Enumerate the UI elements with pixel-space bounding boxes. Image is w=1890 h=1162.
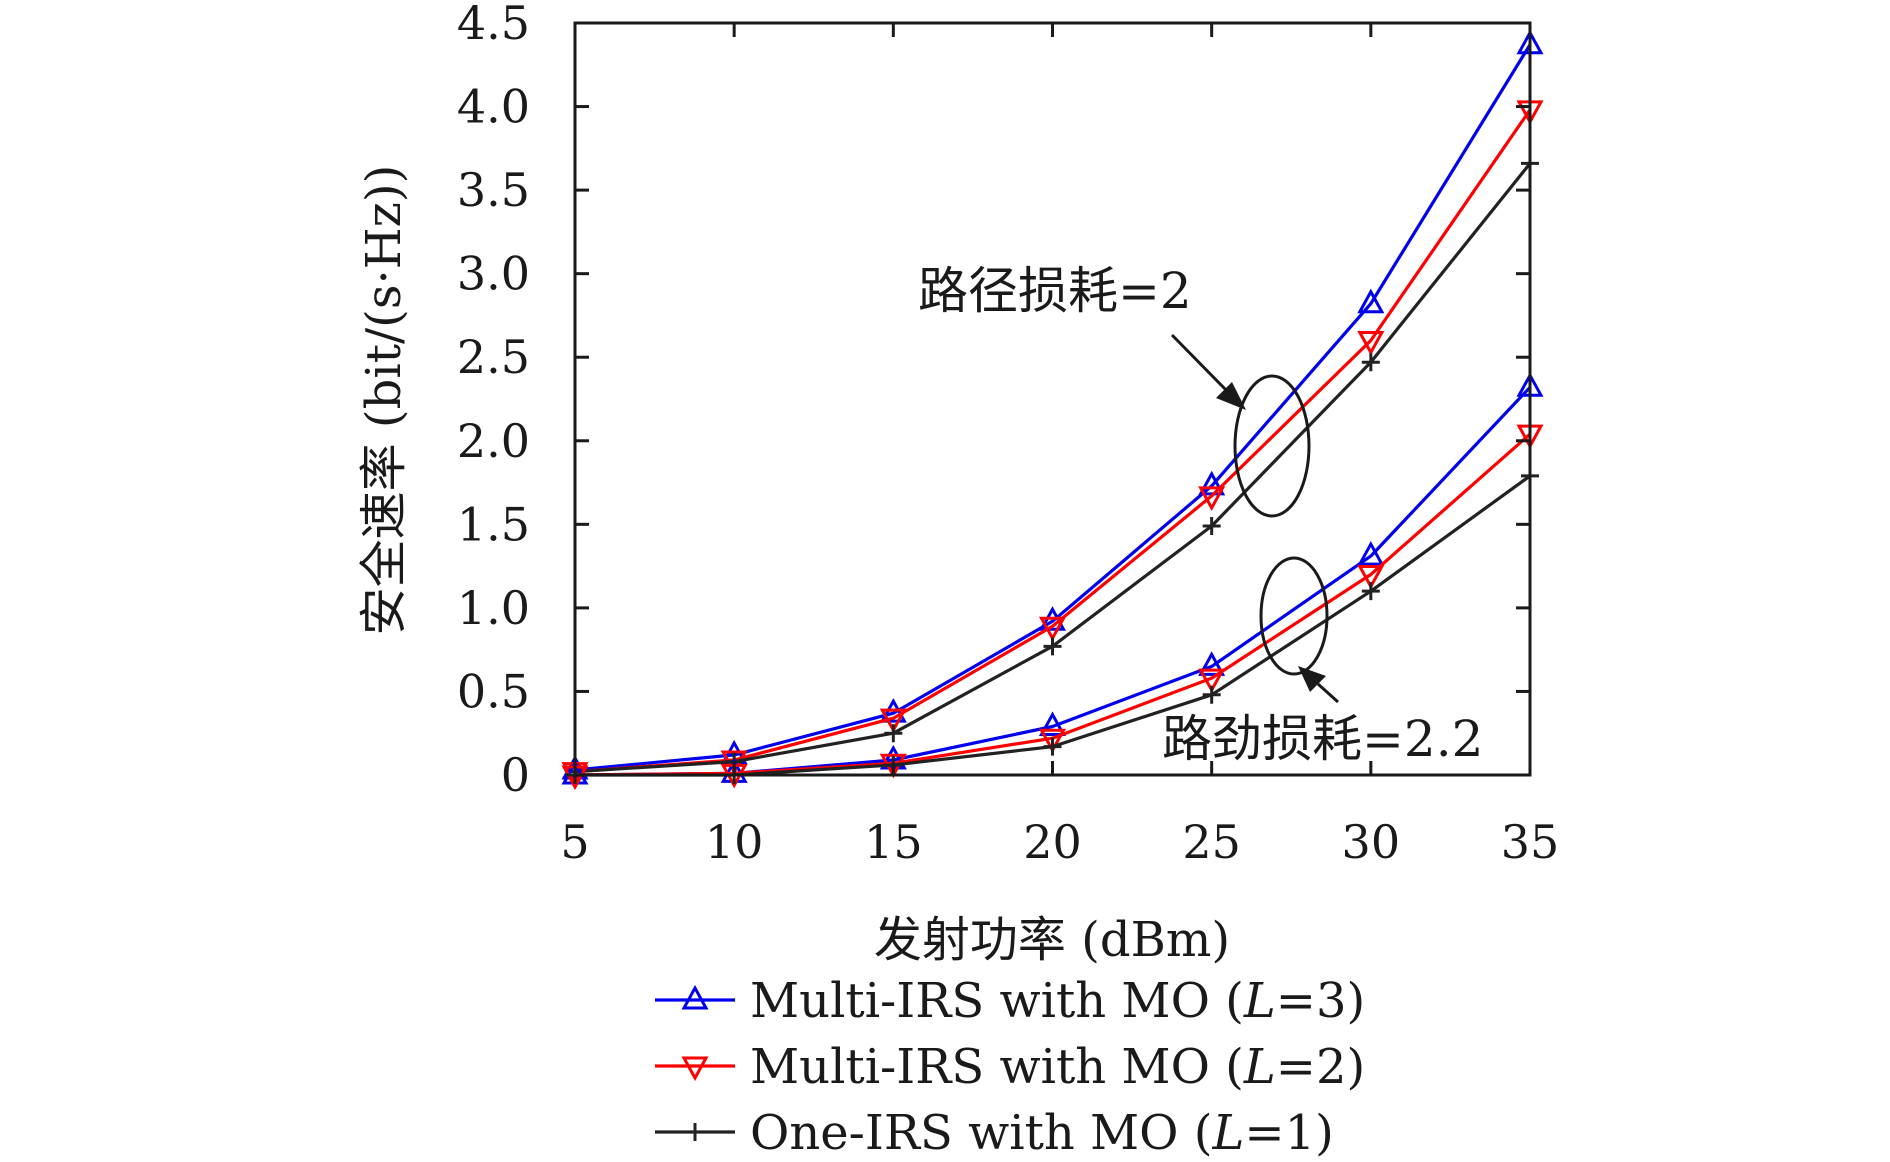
plot-frame bbox=[573, 21, 1532, 777]
annotation-pathloss-2-2-arrow bbox=[1316, 682, 1340, 704]
y-tick-label: 2.5 bbox=[457, 330, 530, 384]
legend-entry: One-IRS with MO (L=1) bbox=[655, 1105, 1334, 1161]
annotation-pathloss-2-2-label: 路劲损耗=2.2 bbox=[1162, 710, 1483, 768]
data-point bbox=[1357, 288, 1385, 314]
x-tick-label: 15 bbox=[864, 815, 923, 869]
annotation-pathloss-2-2: 路劲损耗=2.2 bbox=[1162, 556, 1483, 768]
x-tick-label: 10 bbox=[705, 815, 764, 869]
data-point bbox=[1361, 582, 1380, 601]
y-tick-label: 3.0 bbox=[457, 247, 530, 301]
data-point bbox=[879, 708, 907, 734]
y-tick-label: 4.0 bbox=[457, 80, 530, 134]
data-point bbox=[1198, 486, 1226, 512]
x-tick-label: 30 bbox=[1342, 815, 1401, 869]
y-tick-label: 3.5 bbox=[457, 163, 530, 217]
annotation-pathloss-2-2-arrowhead bbox=[1298, 666, 1326, 692]
x-tick-label: 35 bbox=[1501, 815, 1560, 869]
data-point bbox=[1202, 517, 1221, 536]
annotation-pathloss-2-ellipse bbox=[1233, 374, 1311, 518]
x-axis-ticks: 5 10 15 20 25 30 35 bbox=[560, 23, 1559, 869]
data-point bbox=[1038, 711, 1067, 737]
x-tick-label: 25 bbox=[1182, 815, 1241, 869]
legend-label: One-IRS with MO (L=1) bbox=[750, 1105, 1334, 1161]
y-tick-label: 1.5 bbox=[457, 497, 530, 551]
legend-marker bbox=[681, 1056, 709, 1082]
series-line bbox=[574, 162, 1532, 774]
data-point bbox=[1198, 651, 1226, 676]
data-point bbox=[1198, 668, 1226, 694]
data-point bbox=[1357, 540, 1385, 566]
y-tick-label: 0.5 bbox=[457, 664, 530, 718]
x-tick-label: 5 bbox=[560, 815, 589, 869]
data-point bbox=[1038, 728, 1067, 754]
data-point bbox=[1202, 685, 1221, 704]
legend-entry: Multi-IRS with MO (L=2) bbox=[655, 1039, 1365, 1095]
data-point bbox=[1361, 353, 1380, 372]
series-layer bbox=[561, 29, 1544, 791]
data-point bbox=[1357, 331, 1385, 356]
legend-label: Multi-IRS with MO (L=3) bbox=[750, 973, 1365, 1029]
legend: Multi-IRS with MO (L=3) Multi-IRS with MO… bbox=[655, 973, 1365, 1161]
legend-label: Multi-IRS with MO (L=2) bbox=[750, 1039, 1365, 1095]
data-point bbox=[1043, 737, 1062, 756]
data-point bbox=[1043, 637, 1062, 656]
y-axis-label: 安全速率 (bit/(s·Hz)) bbox=[356, 165, 412, 636]
data-point bbox=[1038, 616, 1067, 642]
series-line bbox=[574, 108, 1532, 774]
legend-entry: Multi-IRS with MO (L=3) bbox=[655, 973, 1365, 1029]
annotation-pathloss-2-arrowhead bbox=[1216, 382, 1246, 410]
series-pathloss_2-plus bbox=[566, 154, 1539, 781]
series-pathloss_2-triangle-up bbox=[561, 29, 1544, 780]
legend-marker bbox=[681, 984, 709, 1010]
annotation-pathloss-2-arrow bbox=[1170, 333, 1230, 394]
annotation-pathloss-2-2-ellipse bbox=[1259, 556, 1329, 676]
data-point bbox=[884, 724, 903, 743]
series-pathloss_2-triangle-down bbox=[561, 100, 1544, 787]
legend-marker bbox=[686, 1123, 704, 1141]
annotation-pathloss-2-label: 路径损耗=2 bbox=[918, 262, 1192, 320]
x-tick-label: 20 bbox=[1023, 815, 1082, 869]
annotation-pathloss-2: 路径损耗=2 bbox=[918, 262, 1311, 518]
y-tick-label: 2.0 bbox=[457, 414, 530, 468]
series-line bbox=[574, 43, 1532, 772]
x-axis-label: 发射功率 (dBm) bbox=[874, 912, 1230, 968]
y-tick-label: 0 bbox=[501, 748, 530, 802]
y-tick-label: 1.0 bbox=[457, 581, 530, 635]
y-tick-label: 4.5 bbox=[457, 0, 530, 50]
y-axis-ticks: 0 0.5 1.0 1.5 2.0 2.5 3.0 3.5 4.0 4.5 bbox=[457, 0, 1530, 802]
data-point bbox=[1357, 564, 1385, 590]
